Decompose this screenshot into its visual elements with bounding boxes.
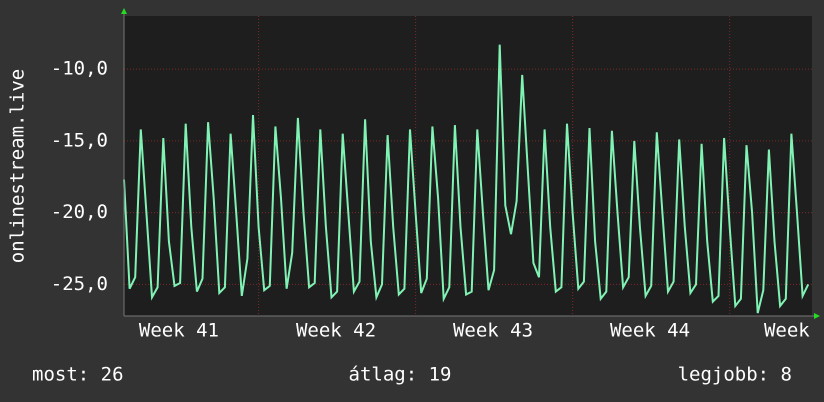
y-tick-label: -10,0 [51,58,108,80]
x-tick-label: Week 43 [453,320,533,342]
plot-area [124,16,812,316]
x-tick-label: Week 44 [610,320,690,342]
data-line [123,44,810,314]
y-tick-label: -20,0 [51,201,108,223]
x-tick-label: Week 41 [139,320,219,342]
axis-arrow [121,8,127,14]
x-tick-label: Week [764,320,810,342]
y-axis-label: onlinestream.live [7,69,29,263]
footer-average: átlag: 19 [349,364,452,386]
footer-now: most: 26 [32,364,124,386]
footer-best: legjobb: 8 [678,364,792,386]
y-tick-label: -25,0 [51,273,108,295]
y-tick-label: -15,0 [51,129,108,151]
axis-arrow [814,313,820,319]
x-tick-label: Week 42 [296,320,376,342]
